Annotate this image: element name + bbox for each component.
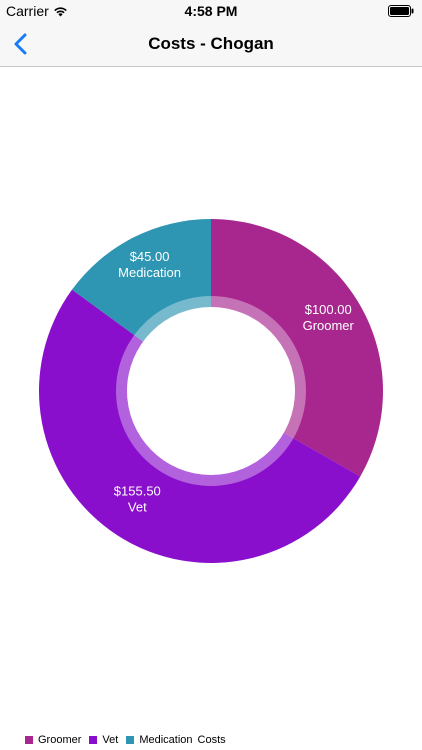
slice-name-medication: Medication <box>118 265 181 280</box>
legend-swatch-medication <box>126 736 135 744</box>
slice-value-groomer: $100.00 <box>305 302 352 317</box>
legend-label-groomer: Groomer <box>38 734 82 746</box>
legend-entry-medication: Medication <box>126 734 193 746</box>
slice-name-vet: Vet <box>128 500 147 515</box>
slice-name-groomer: Groomer <box>303 318 355 333</box>
slice-label-vet: $155.50 Vet <box>114 484 161 515</box>
navigation-bar: Costs - Chogan <box>0 22 422 67</box>
back-button[interactable] <box>8 30 32 58</box>
carrier-indicator: Carrier <box>6 3 68 19</box>
battery-icon <box>388 5 414 17</box>
legend-entry-groomer: Groomer <box>25 734 81 746</box>
status-time: 4:58 PM <box>184 3 238 19</box>
legend-description: Costs <box>197 734 226 746</box>
chevron-left-icon <box>14 33 26 55</box>
costs-donut-chart: $100.00 Groomer $155.50 Vet $45.00 Medication <box>38 219 383 564</box>
page-title: Costs - Chogan <box>148 34 274 53</box>
slice-value-vet: $155.50 <box>114 484 161 499</box>
wifi-icon <box>53 6 67 16</box>
slice-label-groomer: $100.00 Groomer <box>303 302 355 333</box>
legend-swatch-groomer <box>25 736 33 744</box>
carrier-label: Carrier <box>6 3 49 19</box>
legend-label-medication: Medication <box>139 734 193 746</box>
slice-label-medication: $45.00 Medication <box>118 249 181 280</box>
donut-hole <box>127 307 295 475</box>
chart-legend: Groomer Vet Medication Costs <box>25 734 226 746</box>
status-bar: Carrier 4:58 PM <box>0 0 422 22</box>
legend-label-vet: Vet <box>102 734 119 746</box>
slice-value-medication: $45.00 <box>130 249 170 264</box>
legend-swatch-vet <box>89 736 98 744</box>
legend-entry-vet: Vet <box>89 734 118 746</box>
